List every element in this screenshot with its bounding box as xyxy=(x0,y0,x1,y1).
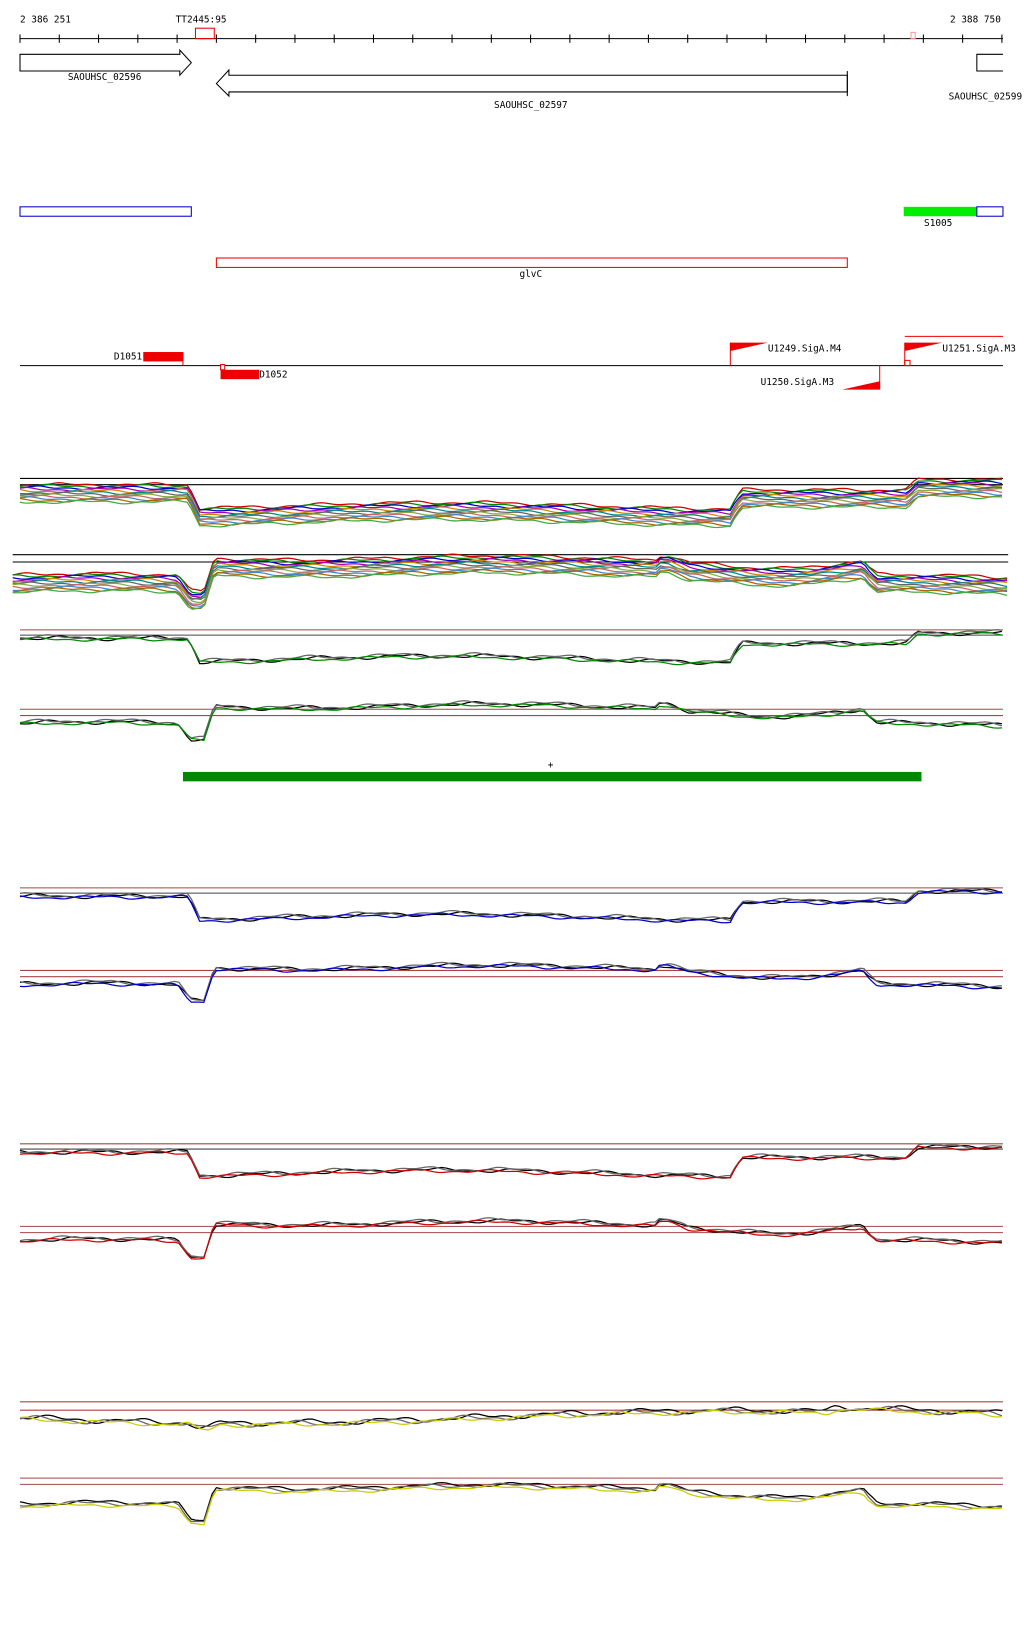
expression-line xyxy=(19,488,1002,522)
ruler-marker-label: TT2445:95 xyxy=(176,14,227,25)
expression-line xyxy=(19,701,1003,742)
promoter-label: U1249.SigA.M4 xyxy=(768,343,842,354)
expression-line xyxy=(19,629,1002,664)
gene-label: SAOUHSC_02597 xyxy=(494,100,568,111)
ruler-ticks xyxy=(19,34,1003,43)
gene-label: SAOUHSC_02599 xyxy=(949,92,1023,103)
feature-label: S1005 xyxy=(924,218,952,229)
promoter-label: U1250.SigA.M3 xyxy=(761,377,835,388)
expression-line xyxy=(19,494,1002,529)
gene-arrow xyxy=(976,53,1003,72)
expression-line xyxy=(19,1484,1002,1526)
promoter-flag xyxy=(904,342,943,351)
gene-arrow xyxy=(19,48,193,77)
expression-line xyxy=(19,1219,1002,1260)
feature-box xyxy=(903,206,977,217)
ruler-start: 2 386 251 xyxy=(20,14,71,25)
expression-line xyxy=(12,559,1008,600)
expression-line xyxy=(12,555,1008,594)
expression-line xyxy=(19,888,1003,923)
promoter-flag xyxy=(730,342,768,351)
expression-line xyxy=(19,631,1003,666)
expression-line xyxy=(19,1143,1002,1178)
operon-bar xyxy=(182,771,922,782)
gene-label: SAOUHSC_02596 xyxy=(68,72,142,83)
promoter-label: U1251.SigA.M3 xyxy=(942,343,1015,354)
expression-line xyxy=(19,486,1002,521)
expression-line xyxy=(12,556,1008,596)
expression-line xyxy=(19,485,1002,519)
expression-line xyxy=(19,962,1002,1002)
expression-line xyxy=(19,700,1003,739)
expression-line xyxy=(12,564,1008,604)
gene-arrow xyxy=(215,68,848,98)
peak-label: D1051 xyxy=(114,352,143,363)
expression-line xyxy=(19,1481,1002,1522)
peak xyxy=(143,352,183,362)
expression-line xyxy=(19,961,1002,1001)
peak xyxy=(220,369,260,380)
expression-line xyxy=(19,1145,1002,1180)
expression-line xyxy=(19,478,1002,513)
expression-line xyxy=(12,567,1008,608)
expression-line xyxy=(12,570,1008,610)
expression-line xyxy=(19,889,1002,924)
expression-line xyxy=(19,493,1002,527)
expression-line xyxy=(19,477,1003,511)
expression-line xyxy=(19,1144,1002,1179)
peak-label: D1052 xyxy=(259,370,287,381)
expression-line xyxy=(19,1482,1002,1523)
expression-line xyxy=(19,1407,1002,1431)
feature-box xyxy=(215,257,848,268)
promoter-tick xyxy=(904,359,911,367)
feature-box xyxy=(19,206,192,217)
expression-line xyxy=(12,557,1008,598)
terminator-marker xyxy=(194,27,215,40)
expression-line xyxy=(19,1217,1003,1259)
expression-line xyxy=(19,702,1002,742)
ruler-end: 2 388 750 xyxy=(950,14,1001,25)
strand-label: + xyxy=(548,760,554,771)
feature-box xyxy=(976,206,1004,217)
expression-line xyxy=(12,568,1008,609)
expression-line xyxy=(19,483,1002,518)
promoter-flag xyxy=(842,381,880,390)
expression-line xyxy=(12,566,1008,605)
peak-tick xyxy=(220,364,226,371)
expression-tracks xyxy=(12,477,1009,1526)
expression-line xyxy=(19,963,1002,1004)
marker-small xyxy=(910,31,916,40)
feature-label: glvC xyxy=(519,269,542,280)
